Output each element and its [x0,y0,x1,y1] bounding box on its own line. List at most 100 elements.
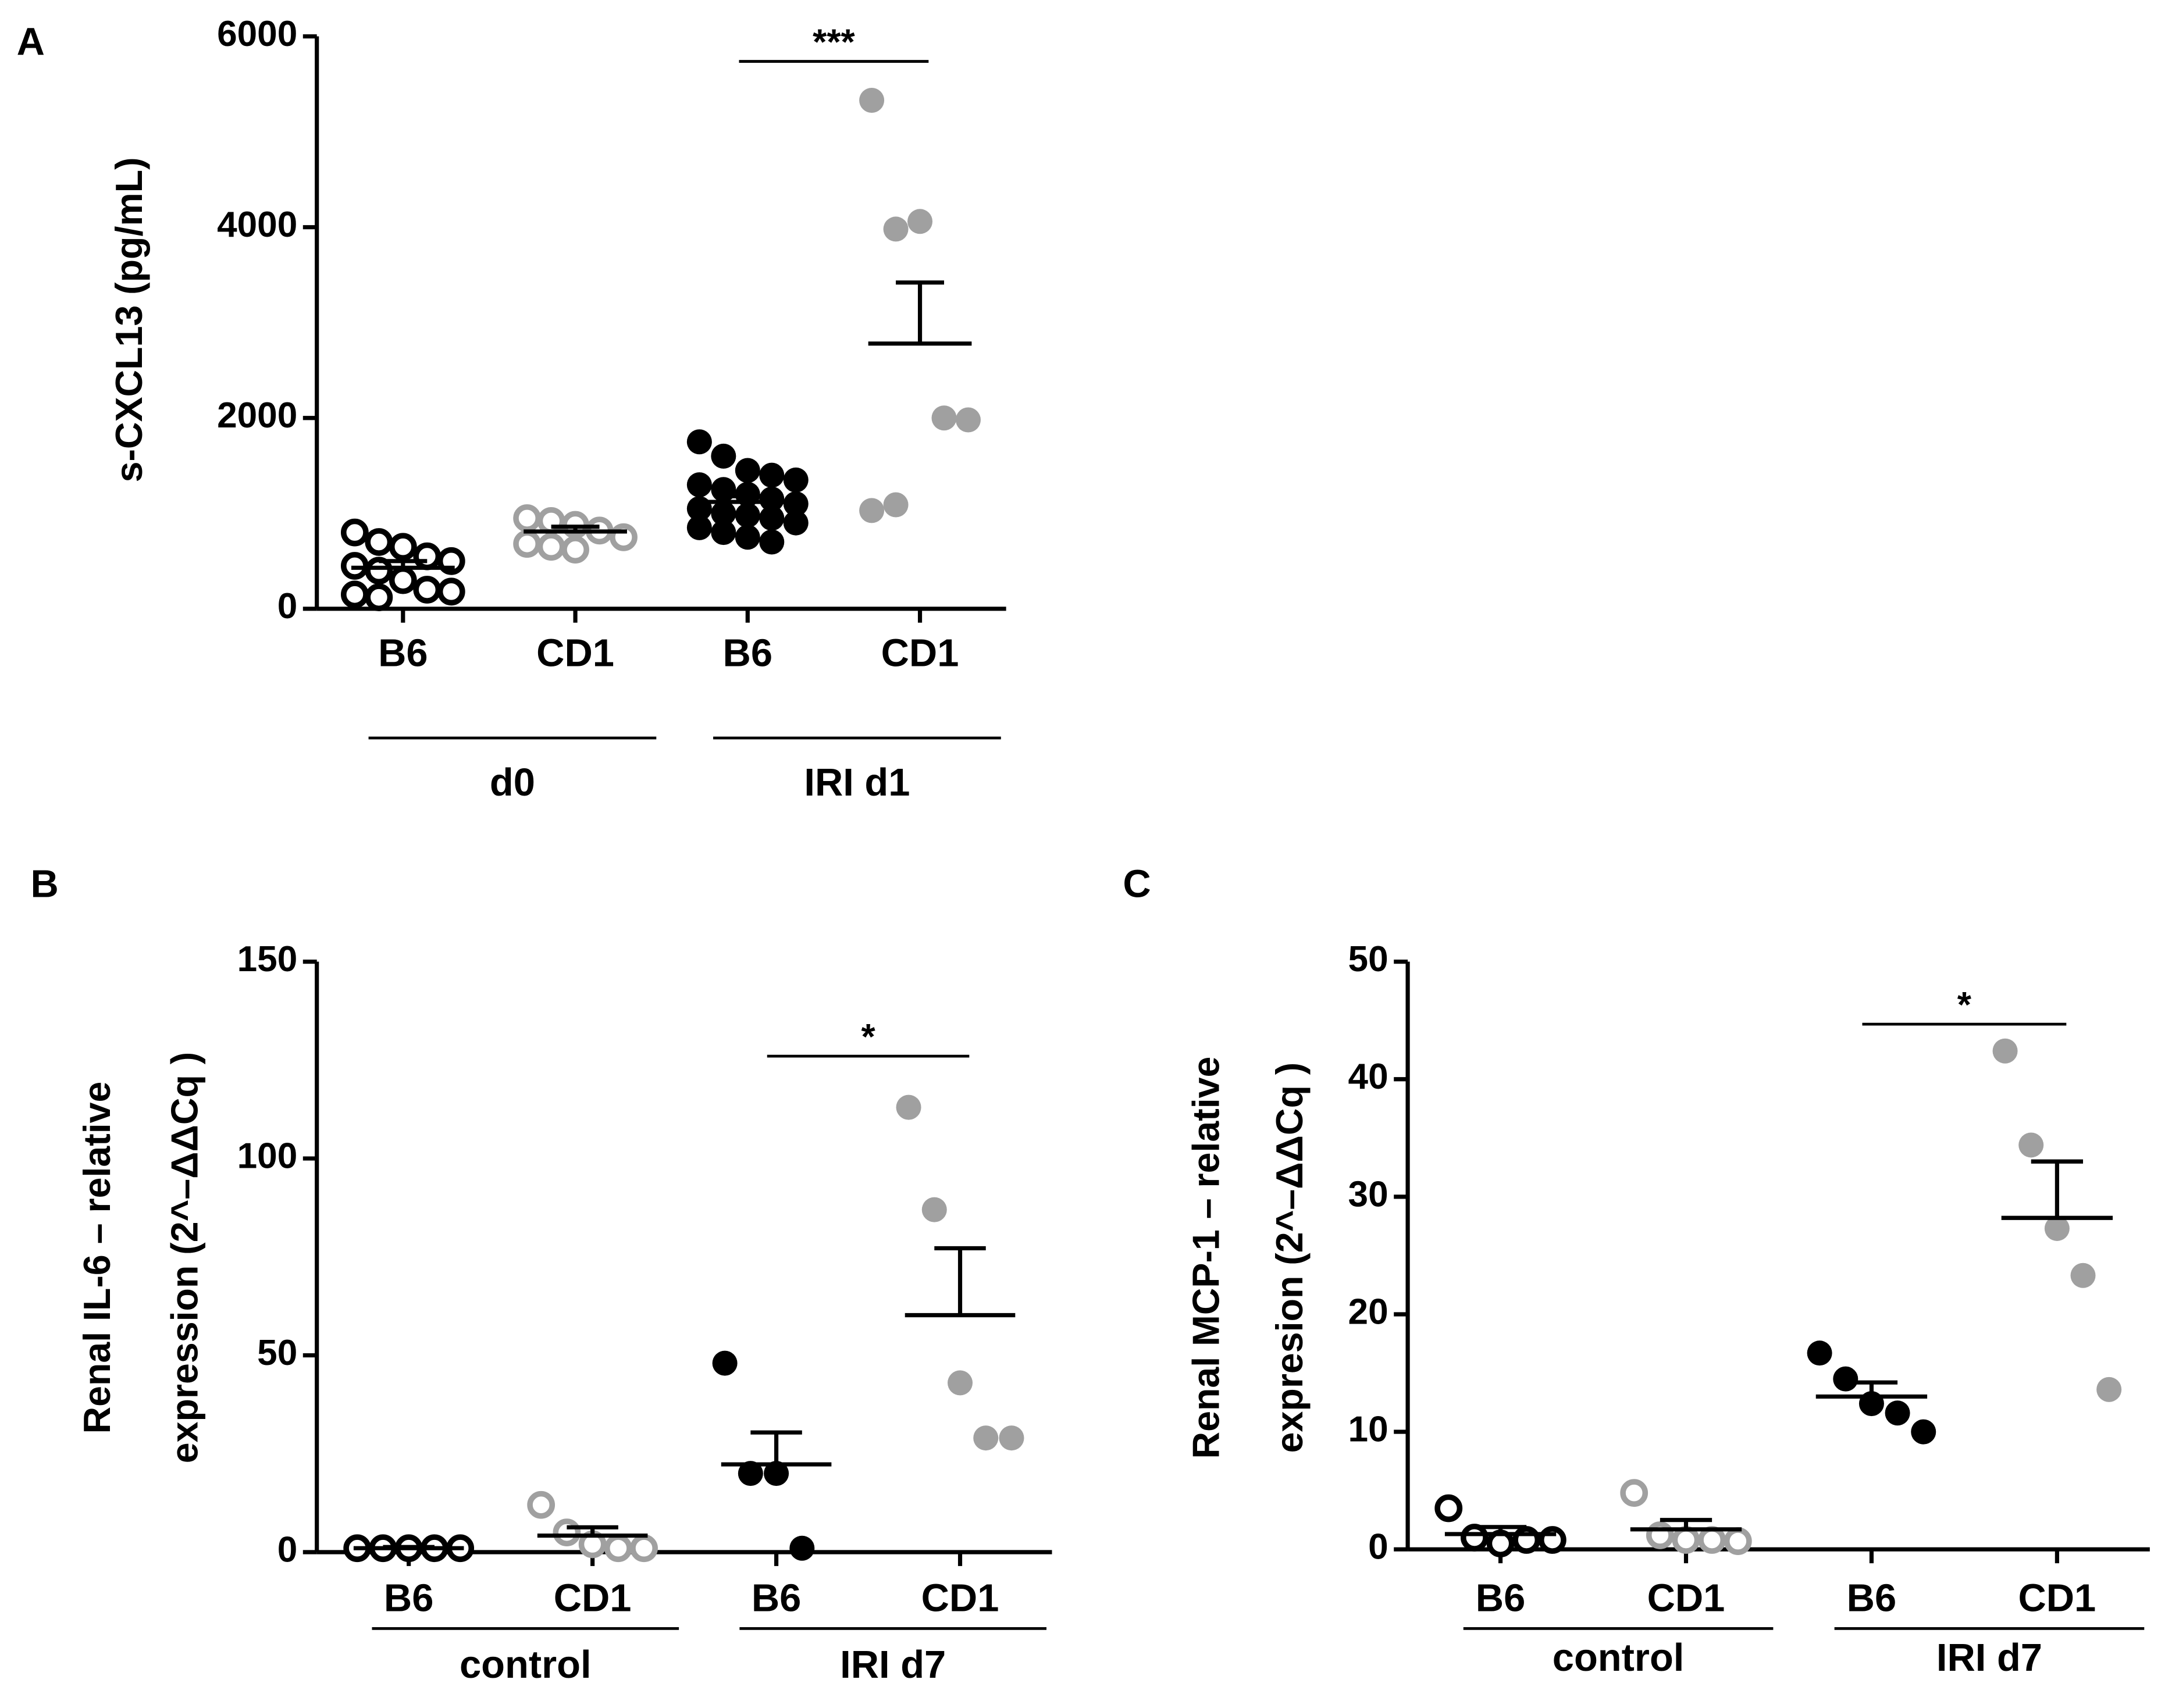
data-point [561,536,589,564]
data-point [783,510,809,536]
x-tick-label: B6 [723,632,773,675]
data-point [340,580,369,609]
data-point [859,87,885,113]
x-tick-label: CD1 [2018,1576,2096,1620]
data-point [711,501,736,526]
group-label: IRI d1 [804,761,910,804]
group-label: IRI d7 [1936,1636,2042,1680]
data-point [1807,1340,1832,1366]
data-point [513,530,542,558]
group-label: d0 [490,761,535,804]
y-axis-label: s-CXCL13 (pg/mL) [108,157,150,482]
data-point [921,1197,947,1222]
x-tick-label: B6 [378,632,428,675]
y-tick-label: 0 [1368,1527,1388,1567]
data-point [948,1370,973,1396]
data-point [759,486,785,512]
x-tick-label: B6 [1847,1576,1897,1620]
data-point [896,1094,921,1120]
x-tick-label: CD1 [554,1576,632,1620]
data-point [789,1535,815,1561]
y-tick-label: 100 [237,1136,298,1176]
data-point [1885,1400,1910,1426]
data-point [1911,1419,1936,1445]
significance-label: *** [813,22,855,62]
data-point [931,405,957,431]
data-point [907,209,933,234]
data-point [513,504,542,532]
data-point [413,576,442,604]
group-label: IRI d7 [840,1643,946,1686]
data-point [759,529,785,555]
data-point [1434,1494,1463,1522]
data-point [738,1461,763,1486]
data-point [389,533,417,561]
data-point [2018,1132,2044,1158]
data-point [1833,1366,1858,1392]
data-point [389,566,417,594]
group-label: control [1553,1636,1685,1680]
y-tick-label: 50 [1348,939,1388,979]
x-tick-label: CD1 [881,632,959,675]
y-axis-label: expresion (2^–ΔΔCq ) [1269,1062,1311,1453]
data-point [883,216,909,242]
data-point [2096,1377,2122,1402]
y-tick-label: 30 [1348,1174,1388,1214]
y-tick-label: 20 [1348,1292,1388,1332]
panel-letter: B [31,862,59,905]
x-tick-label: CD1 [1647,1576,1725,1620]
data-point [955,407,981,433]
data-point [999,1425,1024,1451]
data-point [527,1491,556,1519]
data-point [553,1518,581,1547]
data-point [1461,1524,1489,1552]
panel-letter: A [17,20,45,64]
panel-letter: C [1123,862,1151,905]
group-label: control [460,1643,592,1686]
data-point [1992,1038,2018,1064]
data-point [759,505,785,531]
y-tick-label: 50 [257,1333,297,1373]
data-point [711,443,736,469]
data-point [537,533,565,561]
data-point [1620,1479,1649,1507]
data-point [2070,1263,2096,1288]
data-point [1672,1526,1700,1554]
data-point [365,583,393,612]
y-tick-label: 2000 [217,395,297,436]
data-point [973,1425,999,1451]
data-point [630,1534,658,1563]
data-point [340,518,369,547]
y-tick-label: 40 [1348,1057,1388,1097]
data-point [883,492,909,518]
y-tick-label: 0 [277,586,298,626]
x-tick-label: CD1 [921,1576,999,1620]
data-point [759,462,785,488]
data-point [686,472,712,498]
y-axis-label: Renal MCP-1 – relative [1185,1057,1227,1459]
data-point [365,528,393,556]
data-point [735,525,760,550]
data-point [764,1461,789,1486]
data-point [711,520,736,545]
data-point [413,542,442,570]
y-tick-label: 150 [237,939,298,979]
data-point [686,515,712,540]
significance-label: * [1957,985,1972,1025]
x-tick-label: B6 [752,1576,802,1620]
x-tick-label: CD1 [536,632,614,675]
data-point [1724,1527,1752,1555]
significance-label: * [861,1017,875,1057]
y-tick-label: 4000 [217,205,297,245]
data-point [686,429,712,455]
data-point [735,502,760,528]
y-axis-label: Renal IL-6 – relative [76,1082,118,1434]
data-point [437,577,465,606]
y-tick-label: 6000 [217,14,297,54]
data-point [735,458,760,483]
x-tick-label: B6 [384,1576,434,1620]
data-point [712,1350,738,1376]
data-point [604,1534,632,1563]
x-tick-label: B6 [1476,1576,1526,1620]
